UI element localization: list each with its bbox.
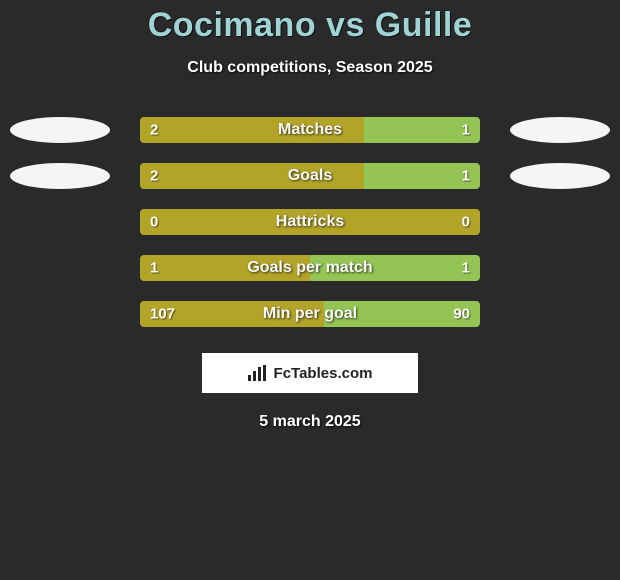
stat-row: 107 90 Min per goal <box>0 291 620 337</box>
bar-wrap: 2 1 Matches <box>140 117 480 143</box>
value-left: 0 <box>140 214 168 231</box>
bar-wrap: 107 90 Min per goal <box>140 301 480 327</box>
value-left: 2 <box>140 168 168 185</box>
value-right: 1 <box>452 122 480 139</box>
stat-row: 2 1 Goals <box>0 153 620 199</box>
brand-badge[interactable]: FcTables.com <box>202 353 418 393</box>
value-right: 0 <box>452 214 480 231</box>
stats-container: 2 1 Matches 2 1 Goals 0 0 Hattricks 1 1 Goals per m… <box>0 107 620 337</box>
bar-wrap: 1 1 Goals per match <box>140 255 480 281</box>
value-right: 1 <box>452 168 480 185</box>
value-right: 90 <box>443 306 480 323</box>
avatar-left <box>10 117 110 143</box>
brand-text: FcTables.com <box>274 365 373 382</box>
avatar-right <box>510 117 610 143</box>
bar-wrap: 0 0 Hattricks <box>140 209 480 235</box>
stat-label: Hattricks <box>276 213 344 231</box>
date-text: 5 march 2025 <box>0 413 620 431</box>
stat-label: Goals per match <box>247 259 372 277</box>
stat-label: Goals <box>288 167 332 185</box>
stat-row: 1 1 Goals per match <box>0 245 620 291</box>
value-left: 107 <box>140 306 185 323</box>
bars-icon <box>248 365 268 381</box>
value-right: 1 <box>452 260 480 277</box>
value-left: 1 <box>140 260 168 277</box>
avatar-left <box>10 163 110 189</box>
bar-wrap: 2 1 Goals <box>140 163 480 189</box>
value-left: 2 <box>140 122 168 139</box>
page-subtitle: Club competitions, Season 2025 <box>0 59 620 77</box>
stat-label: Min per goal <box>263 305 357 323</box>
stat-row: 2 1 Matches <box>0 107 620 153</box>
stat-row: 0 0 Hattricks <box>0 199 620 245</box>
page-title: Cocimano vs Guille <box>0 0 620 45</box>
avatar-right <box>510 163 610 189</box>
stat-label: Matches <box>278 121 342 139</box>
